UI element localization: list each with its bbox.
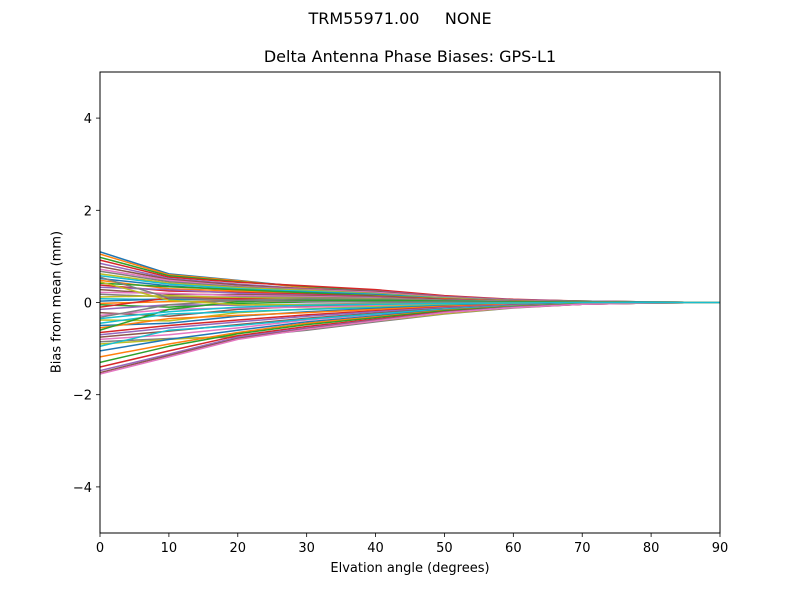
x-tick-label: 60 [505,541,522,556]
x-tick-label: 40 [367,541,384,556]
x-tick-label: 50 [436,541,453,556]
x-tick-label: 70 [574,541,591,556]
x-tick-label: 20 [230,541,247,556]
y-axis-label: Bias from mean (mm) [49,230,65,374]
series-line [100,301,720,320]
figure-suptitle: TRM55971.00 NONE [308,9,492,28]
x-tick-label: 10 [161,541,178,556]
x-axis-ticks: 0 10 20 30 40 50 60 70 80 90 [96,533,728,556]
series-line [100,301,720,375]
y-tick-label: 4 [84,112,92,127]
y-tick-label: −4 [73,481,92,496]
x-axis-label: Elvation angle (degrees) [330,561,490,576]
y-tick-label: 2 [84,204,92,219]
data-lines [100,251,720,375]
x-tick-label: 0 [96,541,104,556]
y-tick-label: 0 [84,297,92,312]
chart-title: Delta Antenna Phase Biases: GPS-L1 [263,47,557,66]
y-tick-label: −2 [73,389,92,404]
x-tick-label: 30 [298,541,315,556]
y-axis-ticks: −4 −2 0 2 4 [73,112,100,496]
x-tick-label: 80 [643,541,660,556]
x-tick-label: 90 [712,541,729,556]
